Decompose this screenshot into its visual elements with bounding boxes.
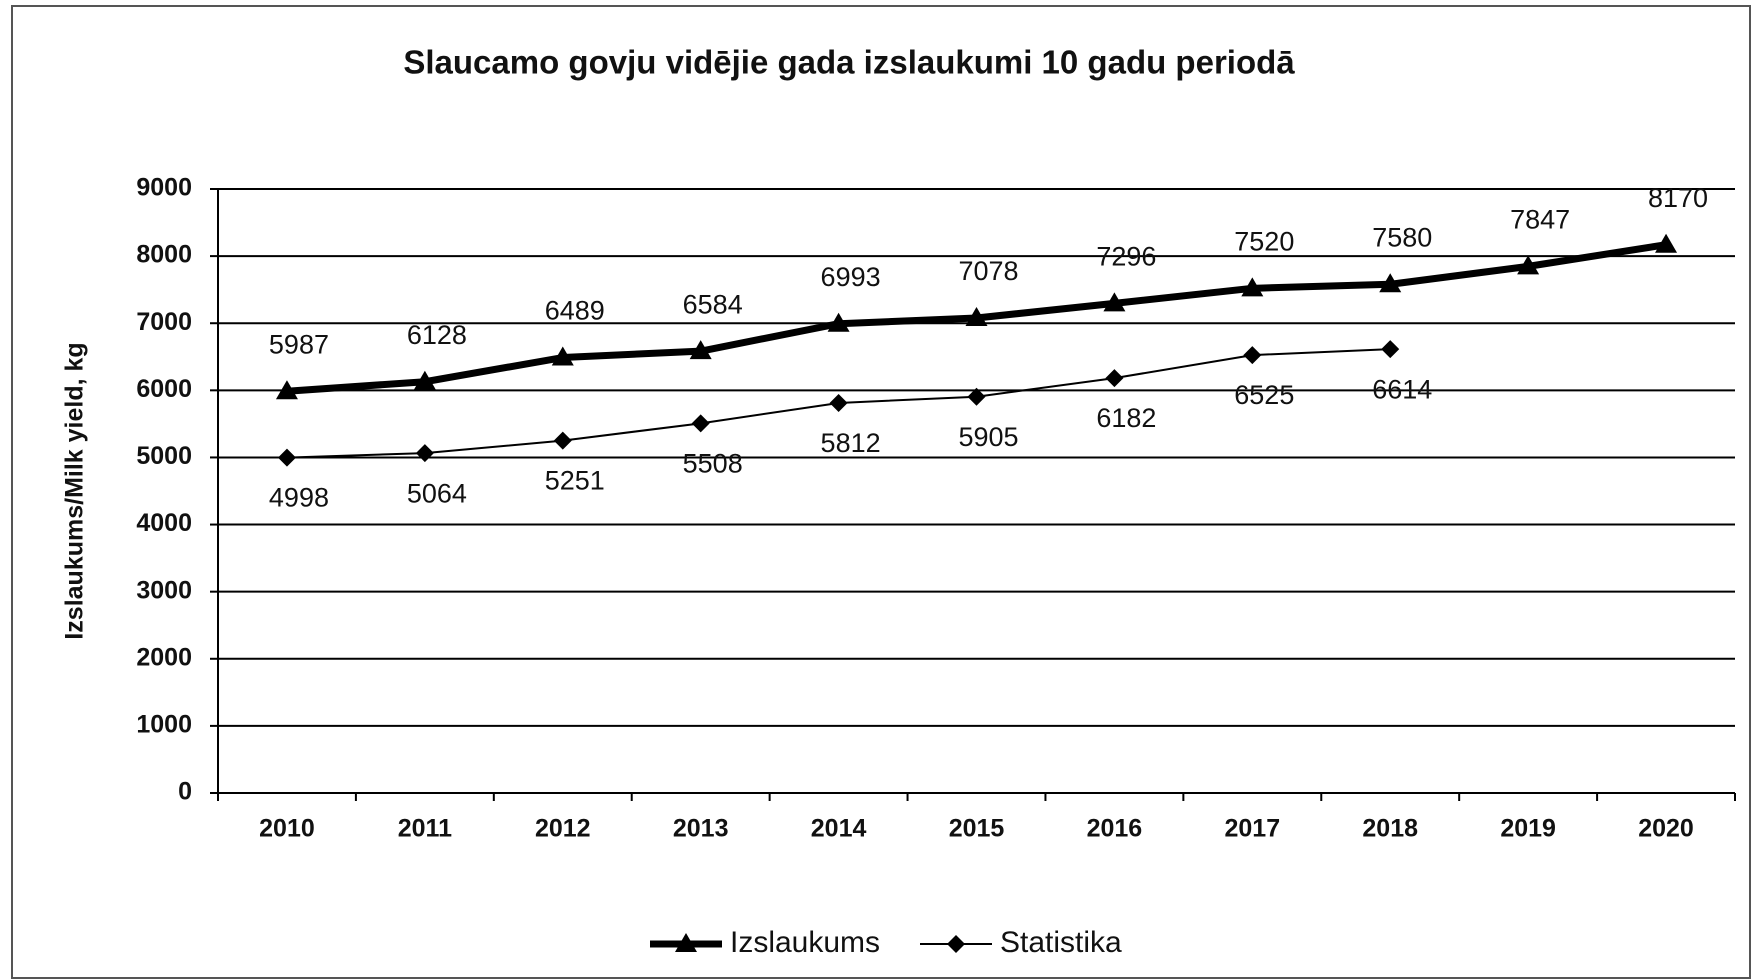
data-label: 4998 [269, 483, 329, 513]
legend-label: Izslaukums [730, 926, 880, 959]
data-label: 7296 [1096, 241, 1156, 271]
data-label: 6489 [545, 296, 605, 326]
y-tick-label: 3000 [136, 576, 192, 604]
triangle-marker [275, 380, 298, 400]
data-label: 6993 [821, 262, 881, 292]
y-tick-label: 5000 [136, 442, 192, 470]
x-tick-label: 2020 [1638, 815, 1694, 843]
data-label: 6614 [1372, 374, 1432, 404]
diamond-marker [1381, 340, 1400, 359]
diamond-marker [947, 935, 965, 953]
x-tick-label: 2019 [1500, 815, 1556, 843]
x-tick-label: 2010 [259, 815, 315, 843]
diamond-marker [967, 387, 986, 406]
legend-label: Statistika [1000, 926, 1122, 959]
data-label: 5812 [821, 428, 881, 458]
data-label: 7580 [1372, 222, 1432, 252]
data-label: 5064 [407, 478, 467, 508]
x-tick-label: 2015 [949, 815, 1005, 843]
diamond-marker [553, 431, 572, 450]
x-tick-label: 2011 [398, 815, 452, 843]
data-label: 5905 [958, 422, 1018, 452]
diamond-marker [691, 414, 710, 433]
diamond-marker [1243, 346, 1262, 365]
data-label: 7520 [1234, 226, 1294, 256]
x-tick-label: 2016 [1087, 815, 1143, 843]
y-tick-label: 1000 [136, 710, 192, 738]
triangle-marker [1655, 233, 1678, 253]
data-label: 8170 [1648, 183, 1708, 213]
triangle-marker [1379, 273, 1402, 293]
triangle-marker [675, 933, 697, 952]
data-label: 5251 [545, 466, 605, 496]
y-tick-label: 6000 [136, 375, 192, 403]
y-tick-label: 7000 [136, 308, 192, 336]
data-label: 7078 [958, 256, 1018, 286]
diamond-marker [277, 448, 296, 467]
triangle-marker [689, 340, 712, 360]
y-tick-label: 2000 [136, 643, 192, 671]
triangle-marker [965, 306, 988, 326]
triangle-marker [413, 370, 436, 390]
diamond-marker [1105, 369, 1124, 388]
frame [11, 5, 1751, 979]
data-label: 6525 [1234, 380, 1294, 410]
y-tick-label: 0 [178, 778, 192, 806]
data-label: 6128 [407, 320, 467, 350]
y-tick-label: 9000 [136, 174, 192, 202]
x-tick-label: 2017 [1225, 815, 1281, 843]
y-axis-title: Izslaukums/Milk yield, kg [61, 342, 89, 639]
x-tick-label: 2014 [811, 815, 867, 843]
triangle-marker [827, 312, 850, 332]
data-label: 5987 [269, 329, 329, 359]
diamond-marker [829, 393, 848, 412]
diamond-marker [415, 444, 434, 463]
x-tick-label: 2013 [673, 815, 729, 843]
x-tick-label: 2018 [1362, 815, 1418, 843]
y-tick-label: 8000 [136, 241, 192, 269]
triangle-marker [1241, 277, 1264, 297]
data-label: 6182 [1096, 403, 1156, 433]
triangle-marker [551, 346, 574, 366]
triangle-marker [1517, 255, 1540, 275]
chart-title: Slaucamo govju vidējie gada izslaukumi 1… [403, 44, 1295, 81]
data-label: 7847 [1510, 205, 1570, 235]
triangle-marker [1103, 292, 1126, 312]
y-tick-label: 4000 [136, 509, 192, 537]
data-label: 5508 [683, 448, 743, 478]
x-tick-label: 2012 [535, 815, 591, 843]
data-label: 6584 [683, 289, 743, 319]
